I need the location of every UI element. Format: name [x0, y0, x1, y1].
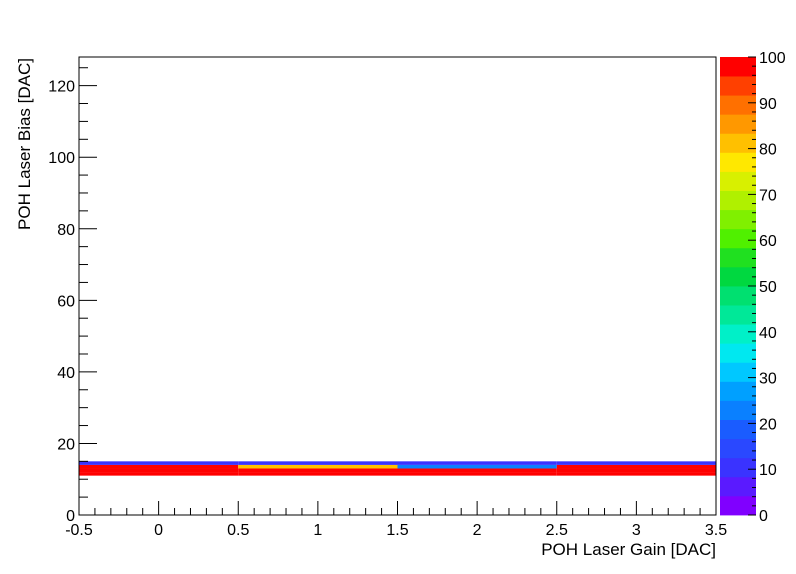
z-tick-label: 50: [759, 279, 777, 296]
palette-swatch: [720, 266, 756, 287]
z-tick-label: 0: [759, 508, 768, 525]
y-tick-label: 120: [48, 79, 75, 96]
palette-swatch: [720, 133, 756, 153]
x-tick-label: 0: [154, 522, 163, 539]
y-tick-label: 0: [66, 508, 75, 525]
y-tick-label: 40: [57, 365, 75, 382]
y-tick-label: 60: [57, 293, 75, 310]
y-tick-label: 80: [57, 222, 75, 239]
palette-swatch: [720, 324, 756, 344]
palette-swatch: [720, 476, 756, 497]
heatmap-cell: [79, 472, 239, 476]
z-tick-label: 30: [759, 371, 777, 388]
heatmap-cell: [238, 461, 398, 465]
palette-swatch: [720, 286, 756, 306]
palette-swatch: [720, 419, 756, 440]
palette-swatch: [720, 495, 756, 516]
z-tick-label: 20: [759, 416, 777, 433]
x-tick-label: 1: [313, 522, 322, 539]
palette-swatch: [720, 152, 756, 172]
palette-swatch: [720, 76, 756, 96]
palette-swatch: [720, 190, 756, 211]
heatmap-cell: [238, 464, 398, 469]
palette-swatch: [720, 305, 756, 325]
x-tick-label: 0.5: [227, 522, 249, 539]
x-tick-label: -0.5: [65, 522, 93, 539]
z-tick-label: 90: [759, 96, 777, 113]
y-axis-title: POH Laser Bias [DAC]: [15, 58, 34, 230]
palette-swatch: [720, 381, 756, 401]
heatmap-cells: [79, 461, 716, 476]
palette-swatch: [720, 343, 756, 363]
x-tick-label: 2.5: [546, 522, 568, 539]
z-tick-label: 100: [759, 50, 786, 67]
palette-swatch: [720, 438, 756, 459]
palette-swatch: [720, 57, 756, 77]
z-tick-label: 80: [759, 142, 777, 159]
heatmap-cell: [397, 461, 557, 465]
x-tick-label: 2: [473, 522, 482, 539]
y-tick-label: 20: [57, 436, 75, 453]
y-tick-label: 100: [48, 150, 75, 167]
z-tick-label: 60: [759, 233, 777, 250]
z-tick-label: 40: [759, 325, 777, 342]
palette-swatch: [720, 247, 756, 268]
x-tick-label: 3: [632, 522, 641, 539]
palette-swatch: [720, 457, 756, 478]
heatmap-cell: [556, 472, 716, 476]
palette-swatch: [720, 400, 756, 420]
heatmap-cell: [79, 461, 239, 465]
heatmap-cell: [556, 468, 716, 473]
heatmap-cell: [79, 464, 239, 469]
heatmap-cell: [79, 468, 239, 473]
palette-swatch: [720, 228, 756, 249]
palette-swatch: [720, 209, 756, 230]
x-tick-label: 3.5: [705, 522, 727, 539]
z-tick-label: 70: [759, 187, 777, 204]
heatmap-cell: [238, 468, 398, 473]
heatmap-cell: [397, 464, 557, 469]
x-axis-title: POH Laser Gain [DAC]: [541, 540, 716, 559]
heatmap-cell: [238, 472, 398, 476]
x-tick-label: 1.5: [386, 522, 408, 539]
heatmap-cell: [556, 461, 716, 465]
heatmap-cell: [397, 468, 557, 473]
color-palette: 0 10 20 30 40 50 60 70 80 90 100: [720, 50, 786, 525]
heatmap-cell: [397, 472, 557, 476]
palette-swatch: [720, 95, 756, 115]
heatmap-cell: [556, 464, 716, 469]
palette-swatch: [720, 171, 756, 191]
palette-swatch: [720, 362, 756, 382]
z-tick-label: 10: [759, 462, 777, 479]
palette-swatch: [720, 114, 756, 134]
